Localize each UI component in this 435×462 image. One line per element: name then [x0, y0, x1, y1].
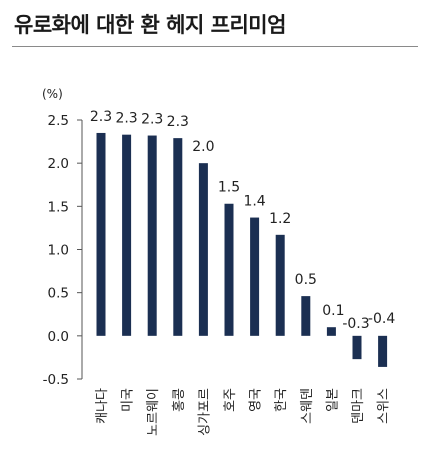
bar	[122, 134, 132, 336]
data-label: -0.4	[368, 311, 395, 327]
bar	[352, 335, 362, 360]
data-label: 2.0	[192, 139, 214, 155]
bar	[147, 135, 157, 336]
bar	[378, 335, 388, 367]
bar	[96, 132, 106, 336]
y-axis-unit-label: (%)	[42, 87, 63, 101]
x-axis-labels: 캐나다 미국 노르웨이 홍콩 싱가포르 호주 영국 한국 스웨덴 일본 덴마크 스위스	[95, 388, 392, 436]
data-label: 1.4	[243, 194, 265, 210]
data-label: 2.3	[90, 109, 112, 125]
data-label: 2.3	[167, 114, 189, 130]
x-category-label: 호주	[223, 388, 238, 412]
x-category-label: 노르웨이	[146, 388, 161, 436]
y-tick-label: 0.0	[48, 329, 69, 345]
data-label: -0.3	[342, 316, 369, 332]
data-labels: 2.3 2.3 2.3 2.32.01.51.41.20.50.1-0.3-0.4	[90, 109, 395, 332]
data-label: 2.3	[141, 112, 163, 128]
bar	[275, 234, 285, 336]
x-category-label: 미국	[121, 388, 136, 412]
x-category-label: 일본	[325, 388, 340, 412]
y-tick-label: 1.0	[48, 243, 69, 259]
x-category-label: 덴마크	[351, 388, 366, 424]
x-category-label: 스위스	[377, 388, 392, 424]
y-tick-label: 0.5	[48, 286, 69, 302]
data-label: 2.3	[115, 111, 137, 127]
data-label: 0.5	[295, 272, 317, 288]
data-label: 1.5	[218, 180, 240, 196]
bar	[173, 138, 183, 336]
x-category-label: 스웨덴	[300, 388, 315, 424]
bar	[301, 296, 311, 336]
x-category-label: 한국	[274, 388, 289, 412]
bar	[326, 327, 336, 336]
data-label: 1.2	[269, 211, 291, 227]
x-category-label: 영국	[249, 388, 264, 412]
y-tick-label: 2.0	[48, 156, 69, 172]
y-tick-label: 1.5	[48, 199, 69, 215]
chart-title: 유로화에 대한 환 헤지 프리미엄	[14, 13, 286, 37]
bar	[250, 217, 260, 336]
y-axis: 2.5 2.0 1.5 1.0 0.5 0.0 -0.5	[43, 113, 83, 388]
data-label: 0.1	[322, 303, 344, 319]
y-tick-label: 2.5	[48, 113, 69, 129]
bar	[224, 203, 234, 336]
y-tick-label: -0.5	[43, 372, 69, 388]
bar	[198, 163, 208, 336]
x-category-label: 싱가포르	[197, 388, 212, 436]
x-category-label: 캐나다	[95, 388, 110, 424]
title-divider	[12, 46, 418, 47]
x-category-label: 홍콩	[172, 388, 187, 412]
bar-series	[96, 132, 388, 367]
